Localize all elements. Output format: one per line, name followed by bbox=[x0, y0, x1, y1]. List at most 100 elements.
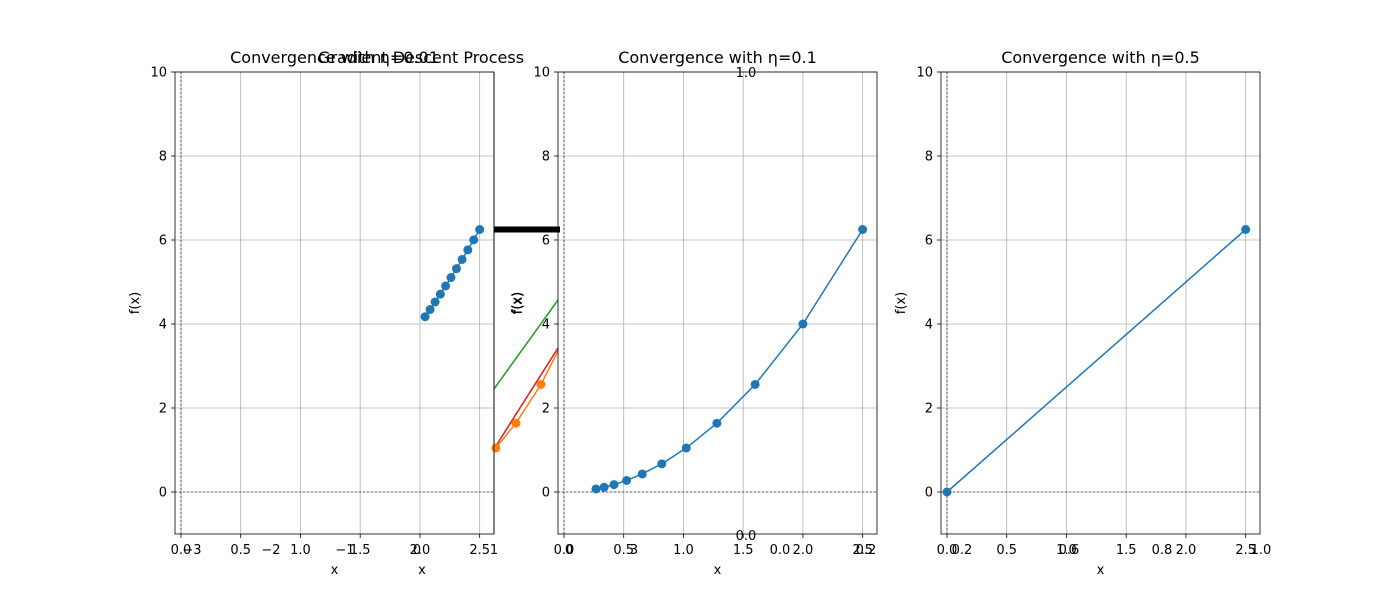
y-tick-label: 1.0 bbox=[736, 66, 757, 81]
data-point bbox=[609, 480, 619, 490]
x-axis-label: x bbox=[418, 563, 426, 578]
data-point bbox=[435, 289, 445, 299]
data-point bbox=[712, 418, 722, 428]
x-tick-label: 2.5 bbox=[852, 543, 873, 558]
data-point bbox=[491, 443, 501, 453]
series-line-red bbox=[493, 347, 559, 450]
data-point bbox=[622, 475, 632, 485]
y-tick-label: 2 bbox=[925, 402, 933, 417]
panel-gradient-descent-process: Gradient Descent Process x f(x) bbox=[318, 48, 560, 578]
x-tick-label: 1.0 bbox=[673, 543, 694, 558]
chart-title: Gradient Descent Process bbox=[318, 48, 524, 67]
chart-title: Convergence with η=0.1 bbox=[618, 48, 817, 67]
x-tick-label: 2.5 bbox=[1235, 543, 1256, 558]
y-tick-label: 2 bbox=[542, 402, 550, 417]
panel-convergence-eta-0.01: 0.0 0.5 1.0 1.5 2.0 2.50246810xf(x)Convergenc… bbox=[128, 48, 495, 578]
y-tick-label: 0 bbox=[542, 486, 550, 501]
data-point bbox=[1241, 225, 1251, 234]
x-tick-label: 2.0 bbox=[1176, 543, 1197, 558]
data-point bbox=[451, 264, 461, 274]
stray-tick-labels: −3 −2 −1 0 1 0 31.00.00.0 0.2 0.2 0.6 0.8 1.0 bbox=[182, 66, 1271, 558]
x-axis-label: x bbox=[714, 563, 722, 578]
x-tick-label: 1.0 bbox=[1056, 543, 1077, 558]
x-tick-label: 1 bbox=[490, 543, 498, 558]
y-tick-label: 6 bbox=[159, 234, 167, 249]
data-point bbox=[425, 305, 435, 315]
x-tick-label: 0.6 bbox=[1059, 543, 1080, 558]
data-point bbox=[657, 459, 667, 469]
axes-frame bbox=[557, 71, 878, 535]
panel-convergence-eta-0.5: 0.0 0.5 1.0 1.5 2.0 2.5 0 2 4 6 8 10 x f(x) Convergenc… bbox=[894, 48, 1261, 578]
x-tick-label: 1.5 bbox=[350, 543, 371, 558]
x-axis-label: x bbox=[1097, 563, 1105, 578]
data-point bbox=[463, 245, 473, 255]
data-point bbox=[750, 379, 760, 389]
y-tick-label: 10 bbox=[916, 66, 933, 81]
y-tick-label: 2 bbox=[159, 402, 167, 417]
data-point bbox=[457, 254, 467, 264]
chart-title: Convergence with η=0.01 bbox=[230, 48, 439, 67]
x-tick-label: 0.0 bbox=[937, 543, 958, 558]
y-tick-label: 8 bbox=[159, 150, 167, 165]
x-tick-label: 1.5 bbox=[1116, 543, 1137, 558]
x-tick-label: 0.8 bbox=[1152, 543, 1173, 558]
x-tick-label: 1.0 bbox=[1251, 543, 1272, 558]
y-tick-label: 10 bbox=[533, 66, 550, 81]
y-tick-label: 0.0 bbox=[736, 529, 757, 544]
x-tick-label: 0.2 bbox=[952, 543, 973, 558]
x-tick-label: −1 bbox=[335, 543, 354, 558]
data-point bbox=[591, 484, 601, 494]
data-point bbox=[681, 443, 691, 453]
y-tick-label: 4 bbox=[159, 318, 167, 333]
data-point bbox=[599, 482, 609, 492]
axes-frame bbox=[174, 71, 495, 535]
x-axis-label: x bbox=[331, 563, 339, 578]
series-line-orange bbox=[495, 350, 559, 449]
data-point bbox=[430, 297, 440, 307]
data-point bbox=[798, 319, 808, 329]
y-tick-label: 0 bbox=[159, 486, 167, 501]
x-tick-label: 0.0 bbox=[770, 543, 791, 558]
data-point bbox=[446, 273, 456, 283]
data-point bbox=[469, 235, 479, 245]
y-tick-label: 10 bbox=[150, 66, 167, 81]
data-point bbox=[420, 312, 430, 322]
y-tick-label: 6 bbox=[542, 234, 550, 249]
x-tick-label: −2 bbox=[261, 543, 280, 558]
x-tick-label: 0.0 bbox=[554, 543, 575, 558]
x-tick-label: 3 bbox=[630, 543, 638, 558]
data-point bbox=[942, 487, 952, 497]
series-line-green bbox=[493, 299, 559, 390]
x-tick-label: −3 bbox=[182, 543, 201, 558]
y-axis-label: f(x) bbox=[511, 292, 526, 314]
y-axis-label: f(x) bbox=[894, 292, 909, 314]
x-tick-label: 0.0 bbox=[171, 543, 192, 558]
axes-frame bbox=[940, 71, 1261, 535]
x-tick-label: 0.2 bbox=[856, 543, 877, 558]
data-point bbox=[441, 281, 451, 291]
x-tick-label: 2.0 bbox=[793, 543, 814, 558]
y-tick-label: 8 bbox=[925, 150, 933, 165]
x-tick-label: 0.5 bbox=[230, 543, 251, 558]
x-tick-label: 0.5 bbox=[996, 543, 1017, 558]
y-tick-label: 4 bbox=[925, 318, 933, 333]
x-tick-label: 0 bbox=[565, 543, 573, 558]
y-axis-label: f(x) bbox=[128, 292, 143, 314]
y-tick-label: 6 bbox=[925, 234, 933, 249]
data-point bbox=[511, 418, 521, 428]
y-axis-label: f(x) bbox=[510, 292, 525, 314]
data-point bbox=[536, 379, 546, 389]
y-tick-label: 8 bbox=[542, 150, 550, 165]
x-tick-label: 0 bbox=[413, 543, 421, 558]
series-line bbox=[946, 228, 1247, 493]
y-tick-label: 4 bbox=[542, 318, 550, 333]
x-tick-label: 1.0 bbox=[290, 543, 311, 558]
x-tick-label: 2.0 bbox=[410, 543, 431, 558]
series-line bbox=[595, 229, 864, 490]
panel-convergence-eta-0.1: 0.0 0.5 1.0 1.5 2.0 2.5 0 2 4 6 8 10 x f(x) Convergenc… bbox=[511, 48, 878, 578]
x-tick-label: 0.5 bbox=[613, 543, 634, 558]
data-point bbox=[858, 225, 868, 234]
chart-title: Convergence with η=0.5 bbox=[1001, 48, 1200, 67]
y-tick-label: 0 bbox=[925, 486, 933, 501]
